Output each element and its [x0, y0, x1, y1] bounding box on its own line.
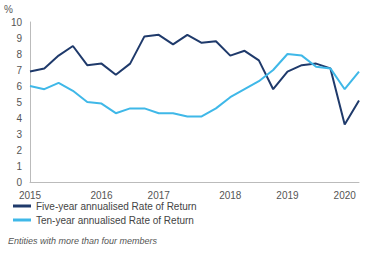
svg-text:5: 5: [16, 97, 22, 108]
svg-text:2020: 2020: [334, 190, 357, 201]
svg-text:7: 7: [16, 65, 22, 76]
svg-text:3: 3: [16, 129, 22, 140]
svg-text:10: 10: [11, 17, 23, 28]
svg-text:8: 8: [16, 49, 22, 60]
svg-text:%: %: [4, 4, 13, 15]
svg-text:Entities with more than four m: Entities with more than four members: [8, 236, 158, 246]
svg-text:2019: 2019: [276, 190, 299, 201]
svg-text:2018: 2018: [219, 190, 242, 201]
svg-text:1: 1: [16, 161, 22, 172]
svg-text:6: 6: [16, 81, 22, 92]
svg-text:2017: 2017: [148, 190, 171, 201]
svg-text:2015: 2015: [19, 190, 42, 201]
svg-text:Ten-year annualised Rate of Re: Ten-year annualised Rate of Return: [36, 215, 194, 226]
svg-text:9: 9: [16, 33, 22, 44]
svg-text:4: 4: [16, 113, 22, 124]
svg-text:Five-year annualised Rate of R: Five-year annualised Rate of Return: [36, 201, 197, 212]
svg-text:2016: 2016: [90, 190, 113, 201]
svg-text:2: 2: [16, 145, 22, 156]
svg-text:0: 0: [16, 177, 22, 188]
